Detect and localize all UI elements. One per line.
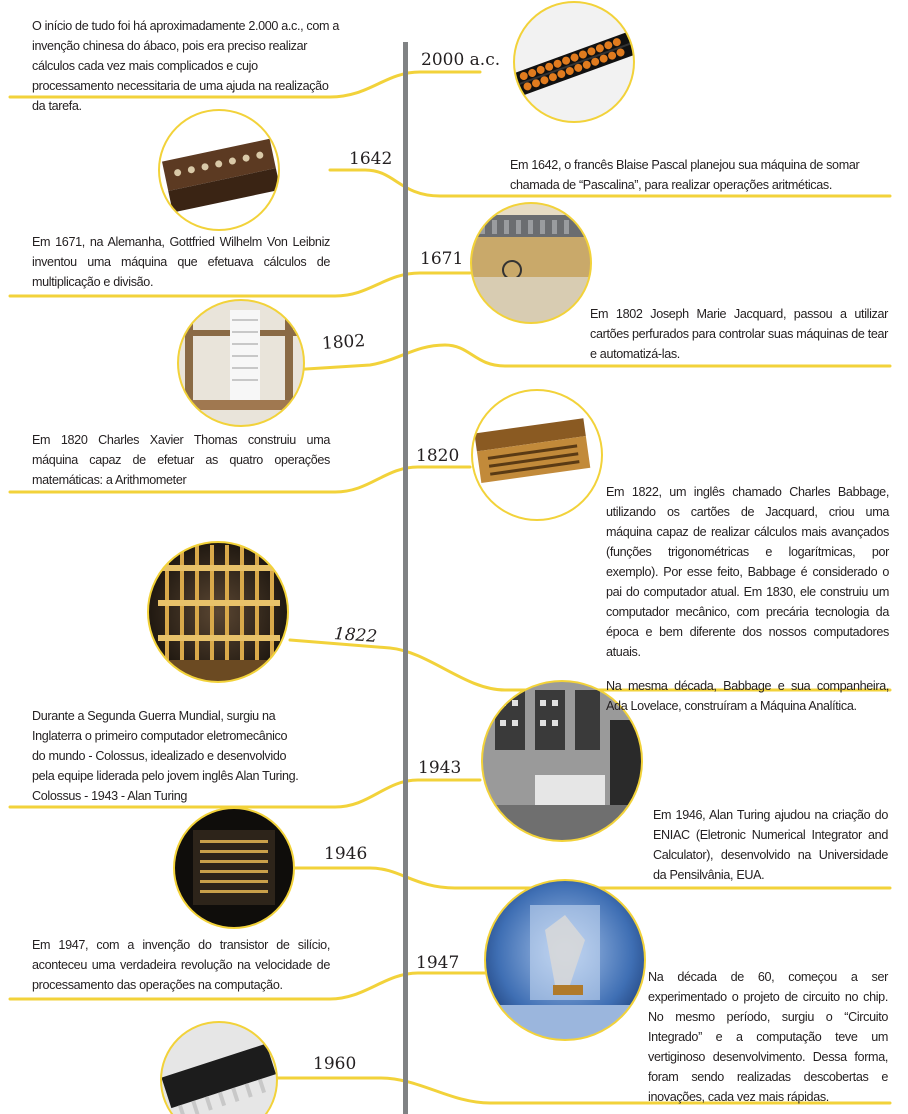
- first-transistor-image: [484, 879, 646, 1041]
- event-text-1822: Em 1822, um inglês chamado Charles Babba…: [606, 482, 889, 716]
- year-label-1822: 1822: [333, 624, 378, 647]
- connector-1822: [288, 638, 892, 692]
- connector-1802: [288, 343, 892, 372]
- pascaline-image: [158, 109, 280, 231]
- event-text-1671: Em 1671, na Alemanha, Gottfried Wilhelm …: [32, 235, 330, 289]
- connector-2000ac: [8, 70, 482, 99]
- year-label-1671: 1671: [420, 249, 464, 269]
- year-label-1946: 1946: [324, 844, 368, 864]
- event-text-1820: Em 1820 Charles Xavier Thomas construiu …: [32, 433, 330, 487]
- event-text-1802: Em 1802 Joseph Marie Jacquard, passou a …: [590, 307, 888, 361]
- year-label-1960: 1960: [313, 1054, 357, 1074]
- timeline-axis: [403, 42, 408, 1114]
- eniac-panel-image: [173, 807, 295, 929]
- connector-1642: [328, 168, 892, 198]
- integrated-circuit-chip-image: [160, 1021, 278, 1114]
- connector-1946: [293, 866, 892, 890]
- abacus-image: [513, 1, 635, 123]
- event-text-1642: Em 1642, o francês Blaise Pascal planejo…: [510, 158, 860, 192]
- leibniz-calculator-image: [470, 202, 592, 324]
- connector-1943: [8, 778, 482, 809]
- year-label-2000ac: 2000 a.c.: [421, 50, 501, 70]
- jacquard-loom-image: [177, 299, 305, 427]
- connector-1947: [8, 971, 487, 1001]
- year-label-1642: 1642: [349, 149, 393, 169]
- connector-lines: [8, 70, 892, 1105]
- event-text-1960: Na década de 60, começou a ser experimen…: [648, 970, 888, 1104]
- year-label-1802: 1802: [321, 331, 366, 354]
- event-text-1943: Durante a Segunda Guerra Mundial, surgiu…: [32, 709, 299, 803]
- event-text-2000ac: O início de tudo foi há aproximadamente …: [32, 19, 339, 113]
- year-label-1820: 1820: [416, 446, 460, 466]
- event-text-1822-paragraph-1: Em 1822, um inglês chamado Charles Babba…: [606, 485, 889, 659]
- arithmometer-image: [471, 389, 603, 521]
- connector-1671: [8, 271, 472, 298]
- year-label-1947: 1947: [416, 953, 460, 973]
- connector-1960: [275, 1076, 892, 1105]
- year-label-1943: 1943: [418, 758, 462, 778]
- event-text-1946: Em 1946, Alan Turing ajudou na criação d…: [653, 808, 888, 882]
- connector-1820: [8, 465, 472, 494]
- event-text-1947: Em 1947, com a invenção do transistor de…: [32, 938, 330, 992]
- event-text-1822-paragraph-2: Na mesma década, Babbage e sua companhei…: [606, 679, 889, 713]
- difference-engine-image: [147, 541, 289, 683]
